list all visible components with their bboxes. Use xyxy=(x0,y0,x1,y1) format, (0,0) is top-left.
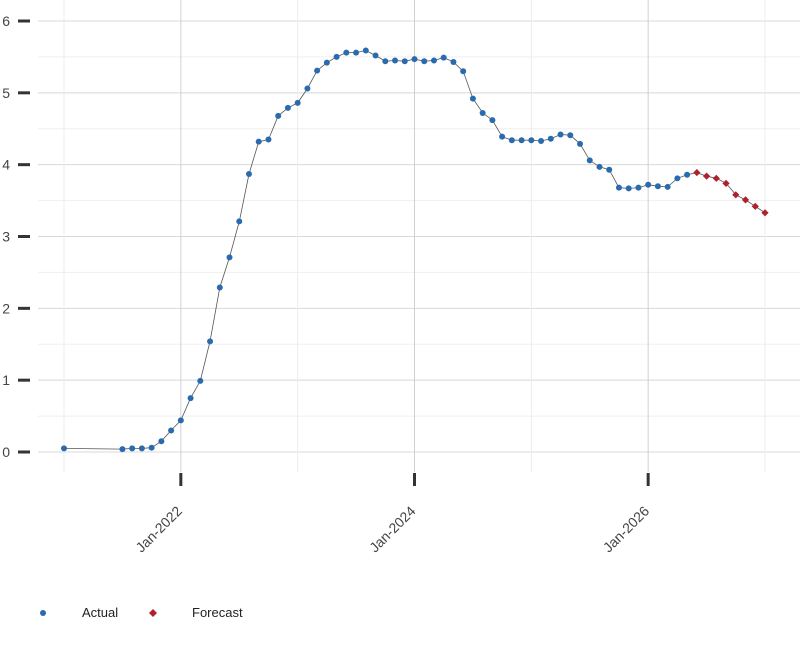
legend-actual-label: Actual xyxy=(82,605,119,620)
forecast-point xyxy=(741,196,750,204)
actual-point xyxy=(245,171,252,178)
legend-forecast-label: Forecast xyxy=(192,605,243,620)
actual-point xyxy=(372,52,379,59)
actual-point xyxy=(528,137,535,144)
actual-point xyxy=(450,58,457,65)
actual-point xyxy=(187,395,194,402)
legend-actual-marker xyxy=(40,610,46,616)
forecast-point xyxy=(702,172,711,180)
y-tick-label: 5 xyxy=(2,85,10,101)
actual-point xyxy=(323,59,330,66)
y-tick-label: 6 xyxy=(2,13,10,29)
forecast-point xyxy=(732,191,740,199)
forecast-point xyxy=(751,202,759,210)
actual-point xyxy=(255,138,262,145)
actual-point xyxy=(333,53,340,60)
actual-point xyxy=(469,95,476,102)
actual-point xyxy=(508,137,515,144)
actual-point xyxy=(547,135,554,142)
actual-point xyxy=(216,284,223,291)
actual-point xyxy=(343,49,350,56)
actual-point xyxy=(586,157,593,164)
actual-point xyxy=(197,377,204,384)
actual-point xyxy=(615,184,622,191)
actual-point xyxy=(392,57,399,64)
actual-point xyxy=(411,56,418,63)
y-tick-label: 2 xyxy=(2,300,10,316)
actual-point xyxy=(489,117,496,124)
actual-point xyxy=(684,171,691,178)
actual-point xyxy=(61,445,67,452)
y-tick-label: 3 xyxy=(2,229,10,245)
actual-point xyxy=(284,104,291,111)
actual-point xyxy=(596,163,603,170)
actual-point xyxy=(538,137,545,144)
forecast-point xyxy=(722,179,730,187)
actual-point xyxy=(577,140,584,147)
actual-point xyxy=(645,181,652,188)
actual-point xyxy=(362,47,369,54)
forecast-point xyxy=(693,168,701,177)
actual-point xyxy=(654,183,661,190)
actual-point xyxy=(148,444,155,451)
actual-point xyxy=(430,57,437,64)
actual-point xyxy=(177,417,184,424)
forecast-point xyxy=(761,209,769,217)
y-tick-label: 4 xyxy=(2,157,10,173)
actual-point xyxy=(401,58,408,65)
actual-point xyxy=(353,49,360,56)
x-tick-label: Jan-2022 xyxy=(132,503,185,556)
y-tick-label: 1 xyxy=(2,372,10,388)
actual-point xyxy=(275,112,282,119)
actual-point xyxy=(129,445,136,452)
x-tick-label: Jan-2024 xyxy=(366,503,419,556)
actual-point xyxy=(168,427,175,434)
actual-point xyxy=(265,136,272,143)
actual-point xyxy=(567,132,574,139)
forecast-point xyxy=(712,174,720,182)
chart-points xyxy=(61,47,769,453)
actual-point xyxy=(314,67,321,74)
actual-point xyxy=(226,254,233,261)
actual-point xyxy=(557,131,564,138)
actual-point xyxy=(421,58,428,65)
actual-point xyxy=(518,137,525,144)
actual-point xyxy=(460,68,467,75)
actual-point xyxy=(382,58,389,65)
actual-point xyxy=(606,166,613,173)
actual-point xyxy=(158,438,165,445)
actual-point xyxy=(479,109,486,116)
actual-point xyxy=(674,175,681,182)
chart-axes: 0 1 2 3 4 5 6 Jan-2022 Jan-2024 Jan-2026 xyxy=(2,13,652,555)
actual-point xyxy=(440,54,447,61)
y-tick-label: 0 xyxy=(2,444,10,460)
actual-point xyxy=(499,133,506,140)
actual-point xyxy=(207,338,214,345)
actual-point xyxy=(236,218,243,225)
actual-point xyxy=(119,446,126,453)
actual-point xyxy=(664,183,671,190)
actual-point xyxy=(625,185,632,192)
actual-point xyxy=(304,85,311,92)
actual-point xyxy=(138,445,145,452)
chart-grid xyxy=(38,0,800,472)
actual-point xyxy=(635,184,642,191)
legend-forecast-marker xyxy=(149,609,157,617)
actual-point xyxy=(294,99,301,106)
x-tick-label: Jan-2026 xyxy=(600,503,653,556)
